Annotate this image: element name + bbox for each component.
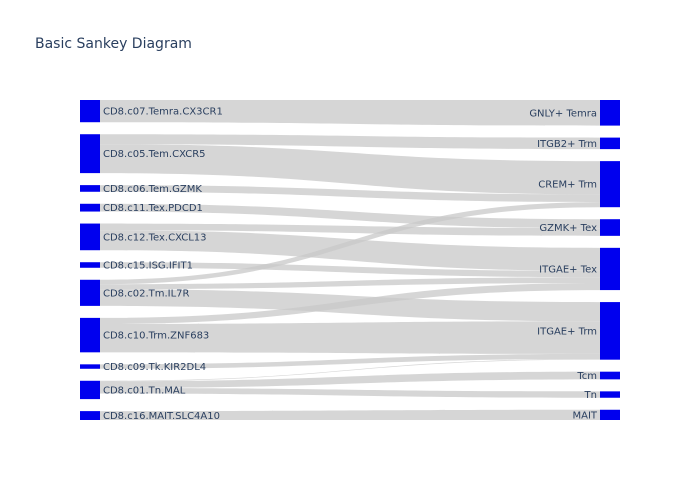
link-cd8-c01-tn-mal-to-tcm[interactable] — [100, 371, 600, 388]
node-itgae-tex[interactable] — [600, 247, 620, 291]
node-cd8-c06-tem-gzmk[interactable] — [80, 185, 100, 192]
node-label-gzmk-tex: GZMK+ Tex — [539, 223, 597, 234]
node-label-cd8-c02-tm-il7r: CD8.c02.Tm.IL7R — [103, 288, 190, 299]
node-cd8-c05-tem-cxcr5[interactable] — [80, 134, 100, 174]
link-cd8-c11-tex-pdcd1-to-gzmk-tex[interactable] — [100, 203, 600, 229]
node-cd8-c10-trm-znf683[interactable] — [80, 317, 100, 353]
link-cd8-c16-mait-slc4a10-to-mait[interactable] — [100, 409, 600, 420]
node-gnly-temra[interactable] — [600, 100, 620, 126]
link-cd8-c15-isg-ifit1-to-itgae-tex[interactable] — [100, 262, 600, 278]
node-tcm[interactable] — [600, 371, 620, 380]
link-cd8-c02-tm-il7r-to-itgae-tex[interactable] — [100, 277, 600, 290]
node-label-tcm: Tcm — [576, 371, 597, 382]
node-label-tn: Tn — [584, 390, 597, 401]
link-cd8-c01-tn-mal-to-itgae-trm[interactable] — [100, 359, 600, 382]
node-cd8-c11-tex-pdcd1[interactable] — [80, 203, 100, 212]
node-label-cd8-c16-mait-slc4a10: CD8.c16.MAIT.SLC4A10 — [103, 411, 220, 422]
link-cd8-c10-trm-znf683-to-itgae-trm[interactable] — [100, 321, 600, 354]
link-cd8-c05-tem-cxcr5-to-itgb2-trm[interactable] — [100, 134, 600, 150]
nodes-layer — [80, 100, 620, 420]
chart-title: Basic Sankey Diagram — [35, 36, 192, 52]
link-cd8-c12-tex-cxcl13-to-itgae-tex[interactable] — [100, 230, 600, 271]
node-label-cd8-c01-tn-mal: CD8.c01.Tn.MAL — [103, 385, 186, 396]
node-label-cd8-c05-tem-cxcr5: CD8.c05.Tem.CXCR5 — [103, 149, 206, 160]
node-label-itgae-trm: ITGAE+ Trm — [537, 326, 597, 337]
node-itgb2-trm[interactable] — [600, 137, 620, 150]
node-cd8-c09-tk-kir2dl4[interactable] — [80, 364, 100, 369]
node-cd8-c15-isg-ifit1[interactable] — [80, 262, 100, 268]
node-cd8-c12-tex-cxcl13[interactable] — [80, 223, 100, 251]
node-cd8-c02-tm-il7r[interactable] — [80, 279, 100, 306]
node-label-cd8-c07-temra-cx3cr1: CD8.c07.Temra.CX3CR1 — [103, 107, 223, 118]
link-cd8-c09-tk-kir2dl4-to-itgae-trm[interactable] — [100, 353, 600, 369]
node-label-cd8-c12-tex-cxcl13: CD8.c12.Tex.CXCL13 — [103, 232, 207, 243]
node-label-cd8-c06-tem-gzmk: CD8.c06.Tem.GZMK — [103, 184, 202, 195]
node-label-cd8-c11-tex-pdcd1: CD8.c11.Tex.PDCD1 — [103, 203, 203, 214]
node-tn[interactable] — [600, 391, 620, 398]
node-label-itgb2-trm: ITGB2+ Trm — [537, 139, 597, 150]
node-cd8-c16-mait-slc4a10[interactable] — [80, 411, 100, 420]
node-label-cd8-c09-tk-kir2dl4: CD8.c09.Tk.KIR2DL4 — [103, 362, 206, 373]
link-cd8-c05-tem-cxcr5-to-crem-trm[interactable] — [100, 144, 600, 195]
node-cd8-c07-temra-cx3cr1[interactable] — [80, 100, 100, 123]
node-label-crem-trm: CREM+ Trm — [538, 180, 597, 191]
links-layer — [100, 100, 600, 420]
node-label-mait: MAIT — [572, 410, 597, 421]
node-gzmk-tex[interactable] — [600, 219, 620, 236]
node-label-cd8-c15-isg-ifit1: CD8.c15.ISG.IFIT1 — [103, 261, 193, 272]
node-itgae-trm[interactable] — [600, 302, 620, 360]
node-mait[interactable] — [600, 409, 620, 420]
node-label-itgae-tex: ITGAE+ Tex — [539, 264, 597, 275]
node-label-gnly-temra: GNLY+ Temra — [529, 108, 597, 119]
link-cd8-c06-tem-gzmk-to-crem-trm[interactable] — [100, 185, 600, 203]
node-crem-trm[interactable] — [600, 161, 620, 208]
node-cd8-c01-tn-mal[interactable] — [80, 380, 100, 400]
labels-layer: CD8.c07.Temra.CX3CR1 CD8.c05.Tem.CXCR5 CD8… — [103, 107, 598, 422]
node-label-cd8-c10-trm-znf683: CD8.c10.Trm.ZNF683 — [103, 331, 209, 342]
link-cd8-c07-temra-cx3cr1-to-gnly-temra[interactable] — [100, 100, 600, 126]
link-cd8-c02-tm-il7r-to-crem-trm[interactable] — [100, 202, 600, 285]
link-cd8-c10-trm-znf683-to-itgae-tex[interactable] — [100, 283, 600, 324]
link-cd8-c12-tex-cxcl13-to-gzmk-tex[interactable] — [100, 223, 600, 236]
link-cd8-c01-tn-mal-to-tn[interactable] — [100, 388, 600, 398]
